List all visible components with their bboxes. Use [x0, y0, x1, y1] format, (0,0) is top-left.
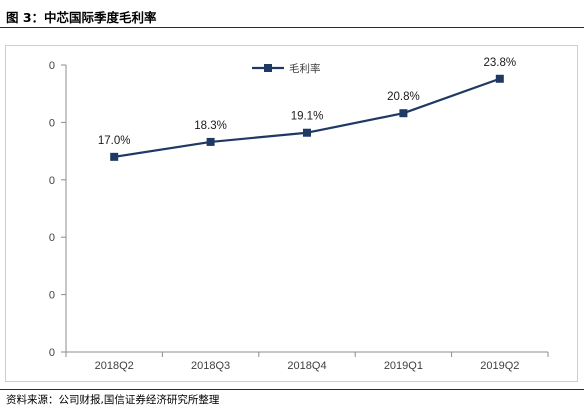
legend-label: 毛利率	[289, 62, 321, 75]
x-tick-label: 2018Q2	[95, 360, 134, 372]
data-point	[303, 128, 311, 137]
x-tick-label: 2018Q4	[287, 360, 326, 372]
chart-frame	[5, 45, 578, 382]
data-label: 20.8%	[387, 91, 420, 103]
y-tick-label: 0	[49, 347, 55, 359]
figure-footer: 资料来源：公司财报,国信证券经济研究所整理	[0, 389, 584, 406]
series-layer: 17.0% 18.3% 19.1% 20.8% 23.8%	[98, 57, 516, 161]
axes: 0 0 0 0 0 0 2018Q2 2018Q3 2018Q4 2019Q1 2019Q2	[49, 60, 549, 372]
y-tick-label: 0	[49, 232, 55, 244]
data-label: 17.0%	[98, 135, 131, 147]
x-tick-label: 2018Q3	[191, 360, 230, 372]
data-label: 19.1%	[291, 111, 324, 123]
data-label: 23.8%	[483, 57, 516, 69]
data-point	[206, 137, 215, 146]
x-tick-label: 2019Q2	[480, 360, 519, 372]
y-tick-label: 0	[49, 290, 55, 302]
y-tick-label: 0	[49, 60, 55, 72]
source-note: 资料来源：公司财报,国信证券经济研究所整理	[6, 394, 220, 406]
data-label: 18.3%	[194, 120, 227, 132]
y-tick-label: 0	[49, 175, 55, 187]
data-point	[110, 152, 119, 161]
y-tick-label: 0	[49, 117, 55, 129]
data-point	[495, 74, 504, 83]
legend: 毛利率	[252, 62, 321, 75]
figure-title: 图 3：中芯国际季度毛利率	[6, 10, 157, 25]
legend-marker	[264, 64, 272, 72]
figure-header: 图 3：中芯国际季度毛利率	[0, 0, 584, 28]
data-point	[399, 109, 408, 118]
x-tick-label: 2019Q1	[384, 360, 423, 372]
